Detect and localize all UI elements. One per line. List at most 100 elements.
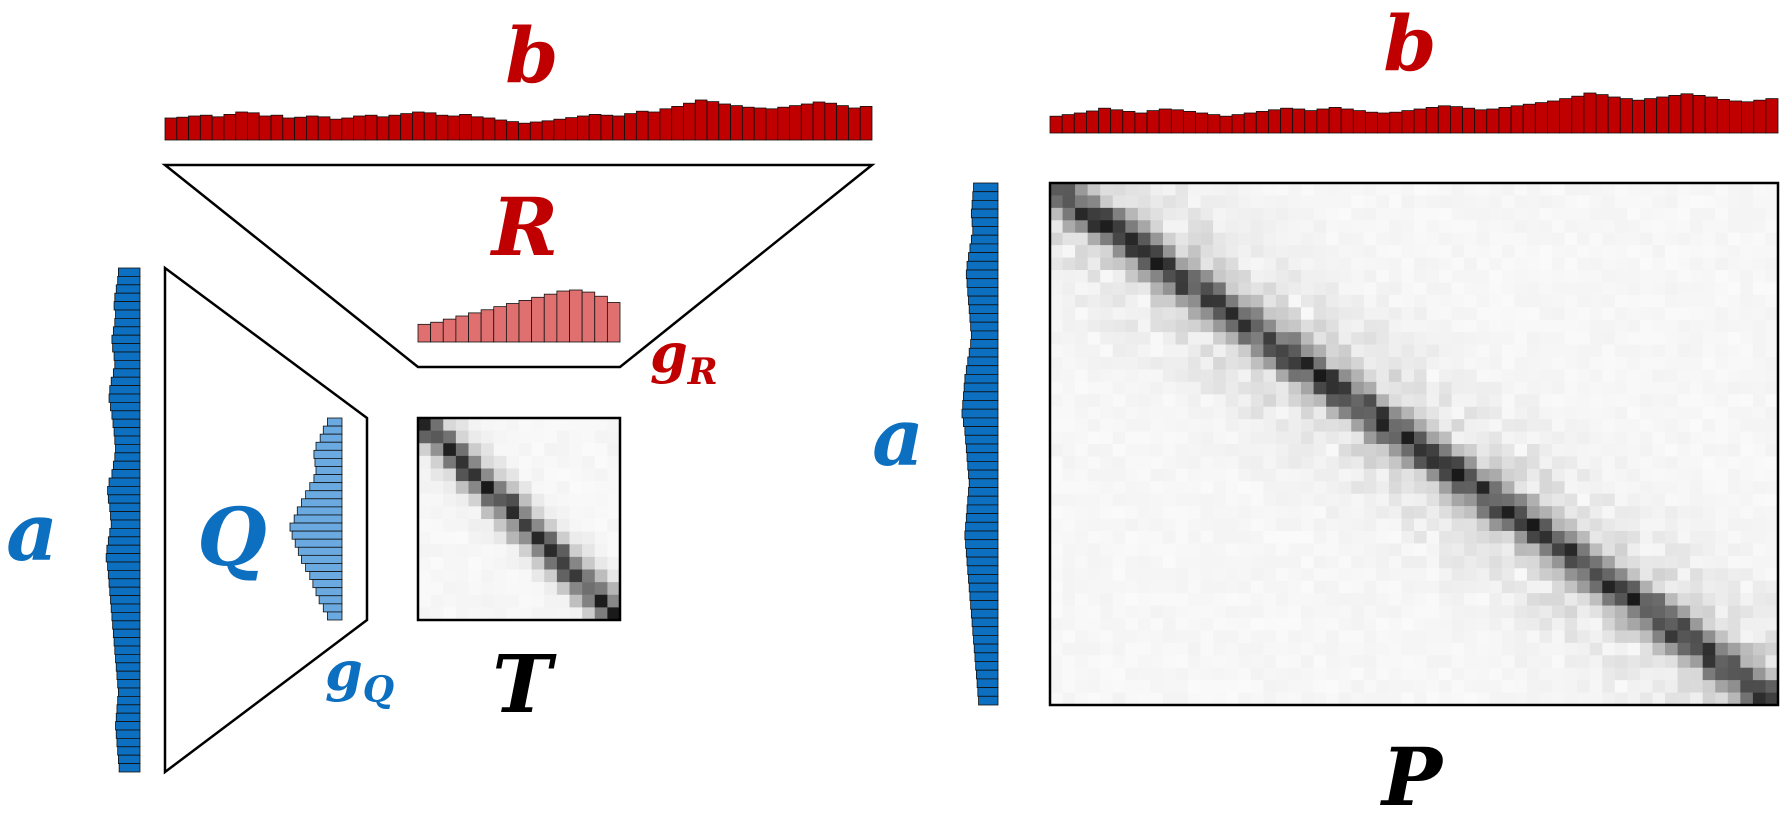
matrix-P-cell (1677, 394, 1691, 408)
matrix-P-cell (1388, 344, 1402, 358)
matrix-P-cell (1765, 543, 1779, 557)
matrix-P-cell (1577, 680, 1591, 693)
matrix-T-cell (594, 455, 608, 469)
matrix-P-cell (1439, 431, 1452, 445)
matrix-P-cell (1250, 543, 1264, 557)
matrix-T-cell (556, 544, 570, 558)
matrix-T-cell (531, 455, 545, 469)
matrix-T-cell (443, 594, 457, 608)
matrix-P-cell (1552, 344, 1565, 358)
gR-bar-10 (543, 293, 558, 343)
matrix-P-cell (1275, 406, 1289, 420)
a-right-bar-54 (974, 652, 999, 662)
matrix-T-cell (455, 443, 469, 457)
a-right-bar-21 (965, 365, 999, 375)
matrix-P-cell (1125, 419, 1139, 432)
matrix-P-cell (1275, 692, 1289, 706)
matrix-P-cell (1326, 381, 1339, 395)
matrix-P-cell (1602, 394, 1616, 408)
matrix-P-cell (1752, 555, 1766, 569)
matrix-P-cell (1275, 332, 1289, 345)
matrix-P-cell (1665, 618, 1678, 631)
a-left-bar-15 (108, 393, 141, 403)
matrix-P-cell (1665, 282, 1678, 296)
matrix-P-cell (1727, 419, 1741, 432)
matrix-P-cell (1326, 369, 1339, 383)
matrix-P-cell (1050, 332, 1063, 345)
matrix-P-cell (1702, 270, 1716, 283)
matrix-T-cell (582, 531, 596, 545)
matrix-P-cell (1351, 506, 1365, 519)
a-left-bar-32 (107, 536, 141, 546)
matrix-T-cell (430, 582, 444, 596)
matrix-P-cell (1401, 444, 1415, 457)
matrix-P-cell (1414, 580, 1427, 594)
matrix-P-cell (1702, 518, 1716, 532)
matrix-P-cell (1288, 381, 1302, 395)
matrix-P-cell (1652, 207, 1666, 221)
matrix-P-cell (1288, 468, 1302, 482)
matrix-P-cell (1250, 369, 1264, 383)
a-right-bar-53 (973, 643, 999, 654)
matrix-P-cell (1539, 642, 1553, 656)
matrix-P-cell (1213, 605, 1227, 619)
matrix-P-cell (1514, 257, 1528, 271)
matrix-P-cell (1200, 332, 1214, 345)
matrix-P-cell (1589, 593, 1603, 606)
matrix-P-cell (1614, 332, 1628, 345)
matrix-T-cell (481, 531, 495, 545)
matrix-P-cell (1552, 357, 1565, 370)
matrix-T-cell (418, 493, 431, 507)
matrix-P-cell (1075, 481, 1088, 495)
matrix-P-cell (1087, 406, 1101, 420)
matrix-P-cell (1238, 481, 1252, 495)
gR-bar-3 (455, 315, 469, 343)
matrix-P-cell (1752, 531, 1766, 544)
matrix-P-cell (1225, 319, 1239, 333)
matrix-P-cell (1602, 568, 1616, 582)
a-right-bar-30 (965, 443, 999, 454)
matrix-P-cell (1451, 444, 1465, 457)
matrix-P-cell (1740, 680, 1754, 693)
matrix-P-cell (1100, 568, 1114, 582)
matrix-P-cell (1577, 257, 1591, 271)
matrix-P-cell (1213, 431, 1227, 445)
matrix-P-cell (1162, 593, 1176, 606)
matrix-P-cell (1564, 294, 1578, 308)
b-right-bar-27 (1377, 112, 1391, 134)
matrix-P-cell (1338, 493, 1352, 507)
matrix-P-cell (1125, 220, 1139, 234)
matrix-P-cell (1439, 593, 1452, 606)
matrix-P-cell (1263, 406, 1277, 420)
matrix-P-cell (1213, 332, 1227, 345)
matrix-P-cell (1062, 406, 1076, 420)
matrix-P-cell (1162, 642, 1176, 656)
matrix-P-cell (1175, 543, 1189, 557)
matrix-P-cell (1288, 642, 1302, 656)
matrix-P-cell (1062, 655, 1076, 669)
a-right-bar-7 (969, 243, 999, 253)
matrix-P-cell (1351, 294, 1365, 308)
matrix-T-cell (569, 481, 583, 495)
matrix-P-cell (1414, 207, 1427, 221)
matrix-P-cell (1526, 518, 1540, 532)
matrix-P-cell (1740, 630, 1754, 644)
matrix-T-cell (455, 481, 469, 495)
matrix-P-cell (1489, 655, 1503, 669)
a-right-bar-20 (967, 356, 999, 367)
matrix-P-cell (1363, 319, 1377, 333)
matrix-T-cell (418, 418, 431, 431)
matrix-P-cell (1652, 580, 1666, 594)
matrix-P-cell (1414, 655, 1427, 669)
matrix-P-cell (1627, 381, 1641, 395)
matrix-P-cell (1050, 419, 1063, 432)
b-left-bar-36 (588, 114, 602, 141)
a-left-bar-14 (109, 385, 141, 395)
matrix-P-cell (1552, 419, 1565, 432)
matrix-P-cell (1752, 319, 1766, 333)
matrix-P-cell (1526, 456, 1540, 470)
matrix-P-cell (1414, 332, 1427, 345)
matrix-P-cell (1715, 344, 1729, 358)
matrix-P-cell (1401, 555, 1415, 569)
matrix-P-cell (1401, 357, 1415, 370)
